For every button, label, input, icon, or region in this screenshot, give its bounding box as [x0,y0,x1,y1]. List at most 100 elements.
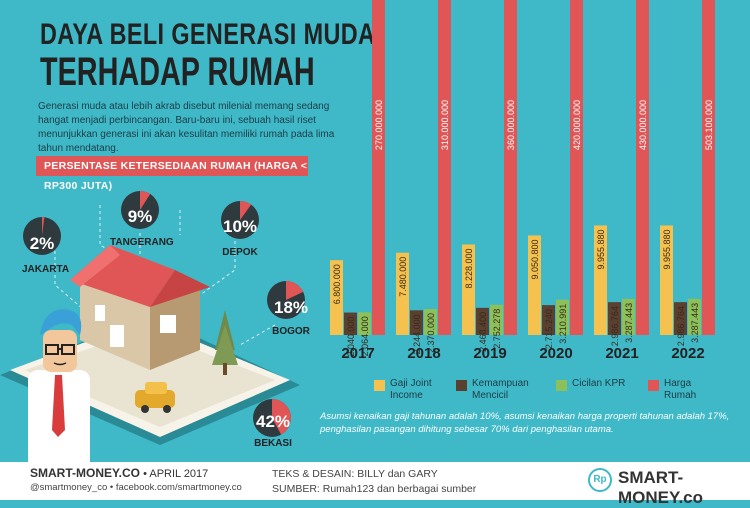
tree [212,310,238,375]
footer-date: • APRIL 2017 [143,468,209,480]
legend-item-gaji: Gaji Joint Income [390,378,432,402]
bar-2019-3 [504,0,517,335]
bar-2017-1 [344,312,357,335]
pct-value: 42% [255,412,291,431]
year-label-2021: 2021 [605,345,638,362]
bar-2017-0 [330,260,343,335]
footer-source: SUMBER: Rumah123 dan berbagai sumber [272,483,477,495]
pct-city: TANGERANG [110,237,174,248]
pct-depok: 10% DEPOK [215,217,265,258]
house [70,245,210,370]
footer [0,462,750,500]
bar-2018-2 [424,308,437,335]
donut-slice [272,399,291,435]
year-label-2018: 2018 [407,345,440,362]
availability-donuts [23,191,305,437]
bar-label-2020-2: 3.210.991 [558,304,568,344]
bar-label-2017-1: 2.040.000 [346,317,356,357]
bar-2021-1 [608,302,621,335]
legend-item-harga: Harga Rumah [664,378,696,402]
bar-label-2022-3: 503.100.000 [704,100,714,150]
bar-label-2021-2: 3.287.443 [624,303,634,343]
bar-label-2019-3: 360.000.000 [506,100,516,150]
bar-label-2018-3: 310.000.000 [440,100,450,150]
footer-credits: TEKS & DESAIN: BILLY dan GARY [272,468,438,480]
bar-2017-3 [372,0,385,335]
legend-swatch-cicilan [556,380,567,391]
page-title-line2: TERHADAP RUMAH [40,50,315,94]
pct-city: DEPOK [222,247,258,258]
year-label-2020: 2020 [539,345,572,362]
bar-label-2019-1: 2.468.400 [478,312,488,352]
pct-city: BEKASI [254,438,292,449]
house-illustration [0,205,300,465]
pct-bogor: 18% BOGOR [266,298,316,337]
bar-2021-3 [636,0,649,335]
bar-2021-0 [594,225,607,335]
pct-city: JAKARTA [22,264,70,275]
bar-label-2021-3: 430.000.000 [638,100,648,150]
year-label-2019: 2019 [473,345,506,362]
legend-swatch-gaji [374,380,385,391]
bar-label-2018-1: 2.244.000 [412,314,422,354]
donut-tangerang [121,191,159,229]
bar-2020-2 [556,299,569,335]
bar-label-2019-0: 8.228.000 [464,248,474,288]
pct-jakarta: 2% JAKARTA [22,234,70,275]
car [135,382,175,413]
bar-2022-1 [674,302,687,335]
legend-item-cicilan: Cicilan KPR [572,378,625,390]
bar-label-2022-1: 2.986.764 [676,306,686,346]
bar-label-2017-3: 270.000.000 [374,100,384,150]
bar-2019-1 [476,307,489,335]
year-label-2017: 2017 [341,345,374,362]
pct-tangerang: 9% TANGERANG [110,207,174,248]
bar-chart: 6.800.000 2.040.000 2.064.000 270.000.000 20… [330,0,715,362]
man-character [28,309,90,465]
donut-bekasi [253,399,291,437]
footer-social: @smartmoney_co • facebook.com/smartmoney… [30,482,242,493]
legend-label: Mencicil [472,390,509,401]
footer-site-name: SMART-MONEY.CO [30,466,141,480]
pct-bekasi: 42% BEKASI [248,412,298,449]
donut-jakarta [23,217,61,255]
pct-city: BOGOR [272,326,310,337]
bar-2022-2 [688,298,701,335]
legend-swatch-harga [648,380,659,391]
legend-label: Gaji Joint [390,378,432,389]
brand-logo-text: SMART-MONEY.co [618,468,704,507]
bar-2022-3 [702,0,715,335]
pct-value: 10% [222,217,258,236]
donut-bogor [267,281,305,319]
bar-2019-0 [462,244,475,335]
bar-label-2017-0: 6.800.000 [332,264,342,304]
bar-2022-0 [660,225,673,335]
pct-value: 18% [273,298,309,317]
legend-swatch-kemampuan [456,380,467,391]
assumption-note: Asumsi kenaikan gaji tahunan adalah 10%,… [320,411,730,435]
bar-label-2020-3: 420.000.000 [572,100,582,150]
legend-item-kemampuan: Kemampuan Mencicil [472,378,529,402]
bar-2020-3 [570,0,583,335]
bar-2018-1 [410,310,423,335]
pct-value: 9% [127,207,153,226]
intro-text: Generasi muda atau lebih akrab disebut m… [38,101,335,154]
pct-value: 2% [29,234,55,253]
legend-label: Harga [664,378,692,389]
year-label-2022: 2022 [671,345,704,362]
bar-label-2018-2: 2.370.000 [426,313,436,353]
bar-2021-2 [622,298,635,335]
donut-slice [240,201,252,220]
legend-label: Cicilan KPR [572,378,626,389]
brand-rp-icon: Rp [588,468,612,492]
bar-label-2020-0: 9.050.800 [530,239,540,279]
bar-2020-1 [542,305,555,335]
donut-depok [221,201,259,239]
legend-label: Rumah [664,390,697,401]
footer-site: SMART-MONEY.CO • APRIL 2017 [30,466,208,480]
legend-label: Income [390,390,423,401]
bar-label-2021-1: 2.986.764 [610,306,620,346]
donut-slice [42,217,45,236]
donut-slice [140,191,151,210]
page-title-line1: DAYA BELI GENERASI MUDA [40,18,376,51]
